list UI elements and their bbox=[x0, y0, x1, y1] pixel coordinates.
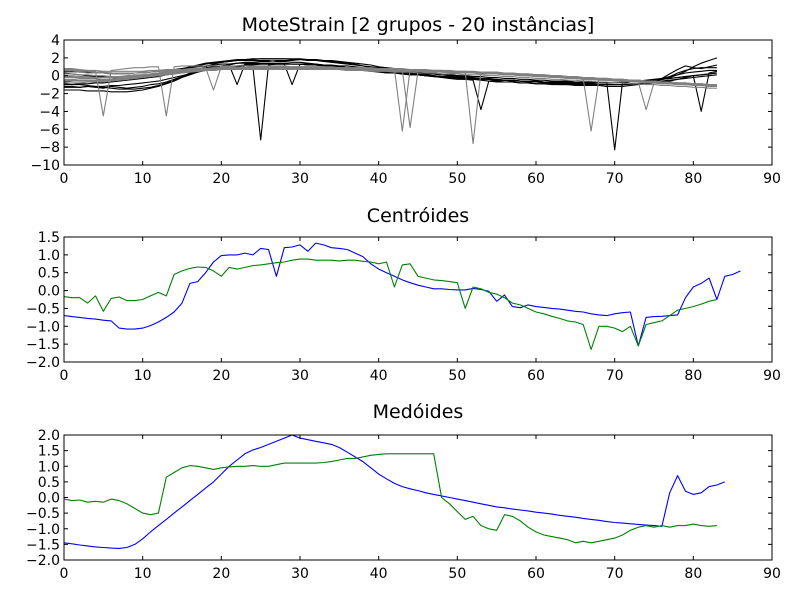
x-tick-label: 20 bbox=[212, 171, 230, 187]
y-tick-label: 0.0 bbox=[38, 284, 60, 300]
y-tick-label: −1.0 bbox=[26, 319, 60, 335]
x-tick-label: 60 bbox=[527, 368, 545, 384]
y-tick-label: 1.5 bbox=[38, 444, 60, 460]
x-tick-label: 0 bbox=[60, 368, 69, 384]
y-tick-label: −4 bbox=[39, 104, 60, 120]
series-group-3 bbox=[64, 435, 726, 549]
series-line-2-1 bbox=[64, 242, 741, 347]
x-tick-label: 0 bbox=[60, 171, 69, 187]
x-tick-label: 80 bbox=[684, 171, 702, 187]
series-line-1-9 bbox=[64, 65, 717, 145]
chart-title-3: Medóides bbox=[372, 401, 464, 423]
series-group-1 bbox=[64, 57, 718, 151]
y-tick-label: 2.0 bbox=[38, 428, 60, 444]
chart-title-2: Centróides bbox=[366, 205, 470, 227]
x-tick-label: 60 bbox=[527, 171, 545, 187]
y-tick-label: 1.0 bbox=[38, 248, 60, 264]
x-tick-label: 40 bbox=[370, 566, 388, 582]
y-tick-label: −2.0 bbox=[26, 553, 60, 569]
y-tick-label: −0.5 bbox=[26, 301, 60, 317]
x-tick-label: 10 bbox=[134, 566, 152, 582]
x-tick-label: 0 bbox=[60, 566, 69, 582]
x-tick-label: 80 bbox=[684, 368, 702, 384]
plot-frame-1 bbox=[63, 39, 773, 166]
x-tick-label: 40 bbox=[370, 368, 388, 384]
x-tick-label: 50 bbox=[448, 368, 466, 384]
y-tick-label: 1.5 bbox=[38, 230, 60, 246]
y-tick-label: −0.5 bbox=[26, 506, 60, 522]
series-line-2-2 bbox=[64, 258, 718, 351]
series-line-3-1 bbox=[64, 435, 726, 549]
y-tick-label: 0.5 bbox=[38, 475, 60, 491]
y-tick-label: 0.5 bbox=[38, 266, 60, 282]
series-line-3-2 bbox=[64, 453, 717, 544]
x-tick-label: 80 bbox=[684, 566, 702, 582]
y-tick-label: −1.5 bbox=[26, 537, 60, 553]
y-tick-label: 0 bbox=[51, 69, 60, 85]
x-tick-label: 50 bbox=[448, 171, 466, 187]
chart-title-1: MoteStrain [2 grupos - 20 instâncias] bbox=[241, 14, 595, 36]
x-tick-label: 40 bbox=[370, 171, 388, 187]
x-tick-label: 20 bbox=[212, 566, 230, 582]
plot-frame-2 bbox=[63, 236, 773, 363]
x-tick-label: 90 bbox=[763, 566, 781, 582]
x-tick-label: 90 bbox=[763, 171, 781, 187]
x-tick-label: 50 bbox=[448, 566, 466, 582]
y-tick-label: −6 bbox=[39, 122, 60, 138]
y-tick-label: −2 bbox=[39, 87, 60, 103]
series-group-2 bbox=[64, 242, 741, 351]
x-tick-label: 70 bbox=[606, 171, 624, 187]
y-tick-label: −1.0 bbox=[26, 522, 60, 538]
x-tick-label: 90 bbox=[763, 368, 781, 384]
y-tick-label: 4 bbox=[51, 33, 60, 49]
x-tick-label: 20 bbox=[212, 368, 230, 384]
y-tick-label: −10 bbox=[30, 158, 60, 174]
x-tick-label: 10 bbox=[134, 368, 152, 384]
x-tick-label: 10 bbox=[134, 171, 152, 187]
x-tick-label: 30 bbox=[291, 368, 309, 384]
series-line-1-20 bbox=[64, 68, 717, 87]
y-tick-label: −2.0 bbox=[26, 355, 60, 371]
x-tick-label: 70 bbox=[606, 566, 624, 582]
x-tick-label: 30 bbox=[291, 566, 309, 582]
chart-panel-3: 0 10 20 30 40 50 60 70 80 90 −2.0−1.5−1.0−0.50.00.… bbox=[26, 428, 781, 582]
chart-panel-1: 0 10 20 30 40 50 60 70 80 90 −10 −8 −6 −4−2 0 2 4 bbox=[30, 33, 780, 187]
y-tick-label: −1.5 bbox=[26, 337, 60, 353]
y-tick-label: 2 bbox=[51, 51, 60, 67]
series-line-1-10 bbox=[64, 68, 717, 129]
series-line-1-1 bbox=[64, 63, 717, 151]
x-tick-label: 30 bbox=[291, 171, 309, 187]
x-tick-label: 60 bbox=[527, 566, 545, 582]
y-tick-label: 1.0 bbox=[38, 459, 60, 475]
y-tick-label: −8 bbox=[39, 140, 60, 156]
chart-panel-2: 0 10 20 30 40 50 60 70 80 90 −2.0 −1.5 −1.0 −0.50.0 0.… bbox=[26, 230, 781, 384]
x-tick-label: 70 bbox=[606, 368, 624, 384]
y-tick-label: 0.0 bbox=[38, 491, 60, 507]
